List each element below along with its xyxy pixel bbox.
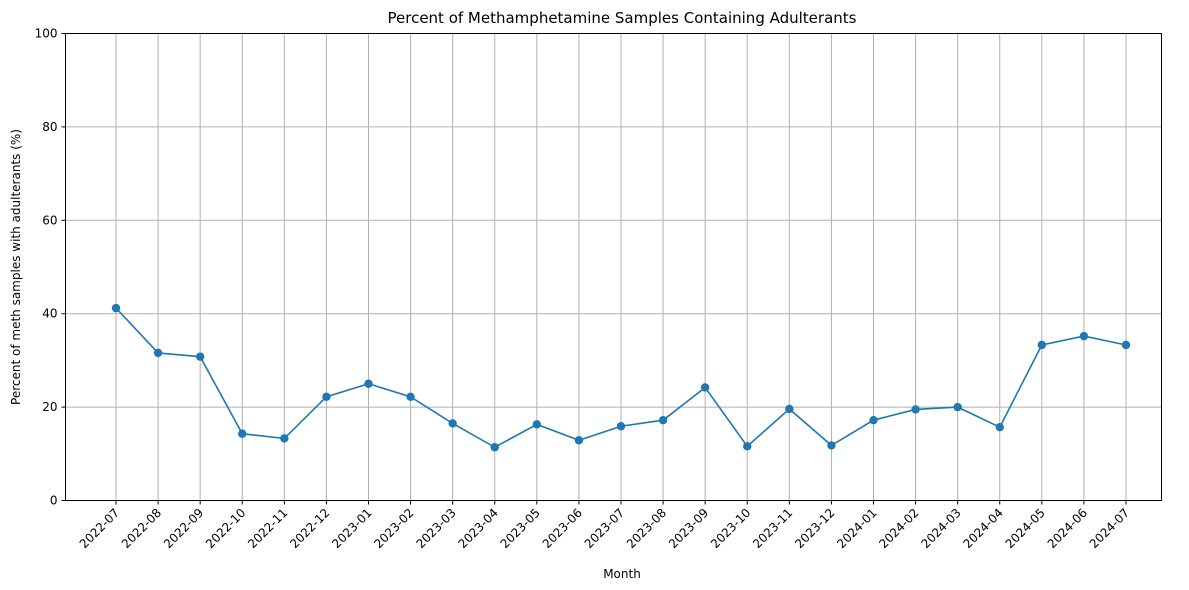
x-axis-label: Month xyxy=(603,567,641,581)
data-point xyxy=(406,392,415,402)
data-point xyxy=(153,348,163,358)
y-axis-ticks: 0 20 40 60 80 100 xyxy=(35,27,66,508)
x-tick-label: 2024-04 xyxy=(961,506,1006,551)
data-point xyxy=(490,443,499,452)
x-tick-label: 2023-02 xyxy=(371,506,416,551)
x-tick-label: 2023-01 xyxy=(329,506,374,551)
data-point xyxy=(743,442,752,451)
data-point xyxy=(995,422,1004,432)
y-tick-label: 20 xyxy=(42,400,57,414)
x-tick-label: 2024-02 xyxy=(876,506,921,551)
data-point xyxy=(364,379,373,388)
x-tick-label: 2023-08 xyxy=(624,506,669,551)
x-tick-label: 2023-12 xyxy=(792,506,837,551)
x-tick-label: 2024-06 xyxy=(1045,506,1090,551)
series-line-layer xyxy=(111,303,1131,452)
data-point xyxy=(574,436,584,445)
y-axis-label: Percent of meth samples with adulterants… xyxy=(9,129,23,405)
x-tick-label: 2022-12 xyxy=(287,506,332,551)
y-tick-label: 0 xyxy=(50,494,58,508)
x-tick-label: 2022-11 xyxy=(245,506,290,551)
data-point xyxy=(1079,331,1089,341)
data-point xyxy=(195,352,205,361)
x-tick-label: 2022-09 xyxy=(161,506,206,551)
x-tick-label: 2024-03 xyxy=(918,506,963,551)
data-point xyxy=(953,402,962,412)
data-point xyxy=(280,434,289,443)
data-point xyxy=(700,383,710,392)
data-point xyxy=(785,404,794,414)
data-point xyxy=(658,415,668,425)
y-tick-label: 80 xyxy=(42,120,57,134)
data-point xyxy=(911,405,920,414)
data-point xyxy=(238,429,247,438)
data-point xyxy=(532,420,542,429)
x-tick-label: 2023-07 xyxy=(582,506,627,551)
x-tick-label: 2024-01 xyxy=(834,506,879,551)
y-tick-label: 40 xyxy=(42,307,57,321)
x-tick-label: 2022-08 xyxy=(119,506,164,551)
x-tick-label: 2023-03 xyxy=(413,506,458,551)
y-tick-label: 60 xyxy=(42,213,57,227)
x-tick-label: 2024-05 xyxy=(1003,506,1048,551)
x-tick-label: 2022-07 xyxy=(77,506,122,551)
data-point xyxy=(322,392,331,402)
x-tick-label: 2023-05 xyxy=(498,506,543,551)
x-tick-label: 2024-07 xyxy=(1087,506,1132,551)
grid xyxy=(65,33,1162,501)
chart-title: Percent of Methamphetamine Samples Conta… xyxy=(388,9,857,27)
data-point xyxy=(616,422,626,431)
x-tick-label: 2023-10 xyxy=(708,506,753,551)
data-point xyxy=(1037,340,1047,350)
x-tick-label: 2023-11 xyxy=(750,506,795,551)
x-axis-ticks: 2022-072022-082022-092022-102022-112022-… xyxy=(77,500,1132,551)
x-tick-label: 2023-09 xyxy=(666,506,711,551)
plot-area-frame xyxy=(65,33,1162,501)
x-tick-label: 2023-06 xyxy=(540,506,585,551)
x-tick-label: 2023-04 xyxy=(456,506,501,551)
data-point xyxy=(1121,340,1131,350)
data-point xyxy=(448,419,457,428)
y-tick-label: 100 xyxy=(35,27,58,41)
data-point xyxy=(869,415,878,425)
x-tick-label: 2022-10 xyxy=(203,506,248,551)
data-point xyxy=(827,441,836,450)
data-point xyxy=(111,303,121,313)
